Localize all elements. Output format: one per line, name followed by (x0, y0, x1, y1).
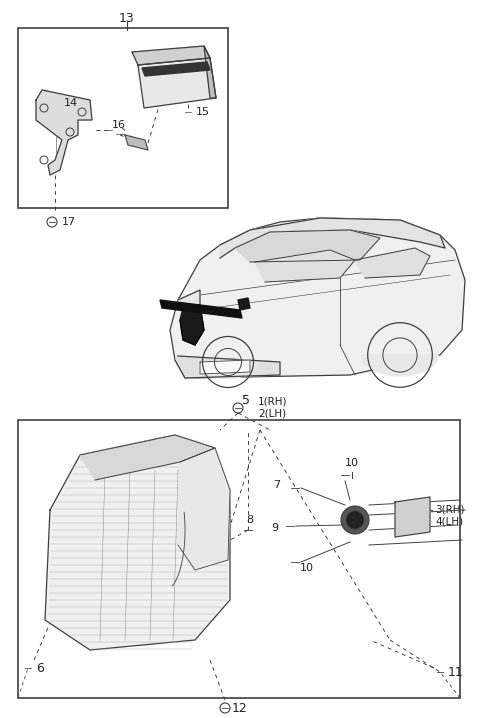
Text: 13: 13 (119, 11, 135, 24)
Text: 5: 5 (242, 393, 250, 406)
Polygon shape (138, 58, 216, 108)
Text: 9: 9 (271, 523, 278, 533)
Polygon shape (170, 218, 465, 378)
Circle shape (341, 506, 369, 534)
Polygon shape (178, 290, 200, 320)
Polygon shape (204, 46, 216, 98)
Polygon shape (238, 298, 250, 310)
Polygon shape (178, 448, 230, 570)
Text: 2(LH): 2(LH) (258, 409, 286, 419)
Polygon shape (355, 248, 430, 278)
Text: 1(RH): 1(RH) (258, 397, 288, 407)
Bar (18, 28, 228, 208)
Text: 15: 15 (196, 107, 210, 117)
Polygon shape (45, 435, 230, 650)
Polygon shape (198, 362, 258, 378)
Polygon shape (395, 497, 430, 537)
Text: 4(LH): 4(LH) (435, 517, 463, 527)
Text: 12: 12 (232, 701, 248, 714)
Circle shape (346, 511, 364, 529)
Text: 14: 14 (64, 98, 78, 108)
Polygon shape (142, 62, 210, 76)
Text: 11: 11 (448, 666, 464, 679)
Text: 17: 17 (62, 217, 76, 227)
Polygon shape (200, 360, 250, 374)
Text: 10: 10 (300, 563, 314, 573)
Polygon shape (220, 218, 445, 258)
Polygon shape (80, 435, 215, 480)
Text: 16: 16 (112, 120, 126, 130)
Text: 7: 7 (273, 480, 280, 490)
Text: 3(RH): 3(RH) (435, 505, 465, 515)
Polygon shape (160, 300, 242, 318)
Polygon shape (125, 135, 148, 150)
Text: 8: 8 (246, 515, 253, 525)
Polygon shape (175, 356, 280, 378)
Polygon shape (180, 305, 204, 345)
Text: 10: 10 (345, 458, 359, 468)
Polygon shape (235, 230, 380, 262)
Polygon shape (255, 250, 355, 282)
Polygon shape (132, 46, 210, 65)
Polygon shape (362, 355, 438, 376)
Bar (18, 420, 460, 698)
Text: 6: 6 (36, 661, 44, 674)
Polygon shape (36, 90, 92, 175)
